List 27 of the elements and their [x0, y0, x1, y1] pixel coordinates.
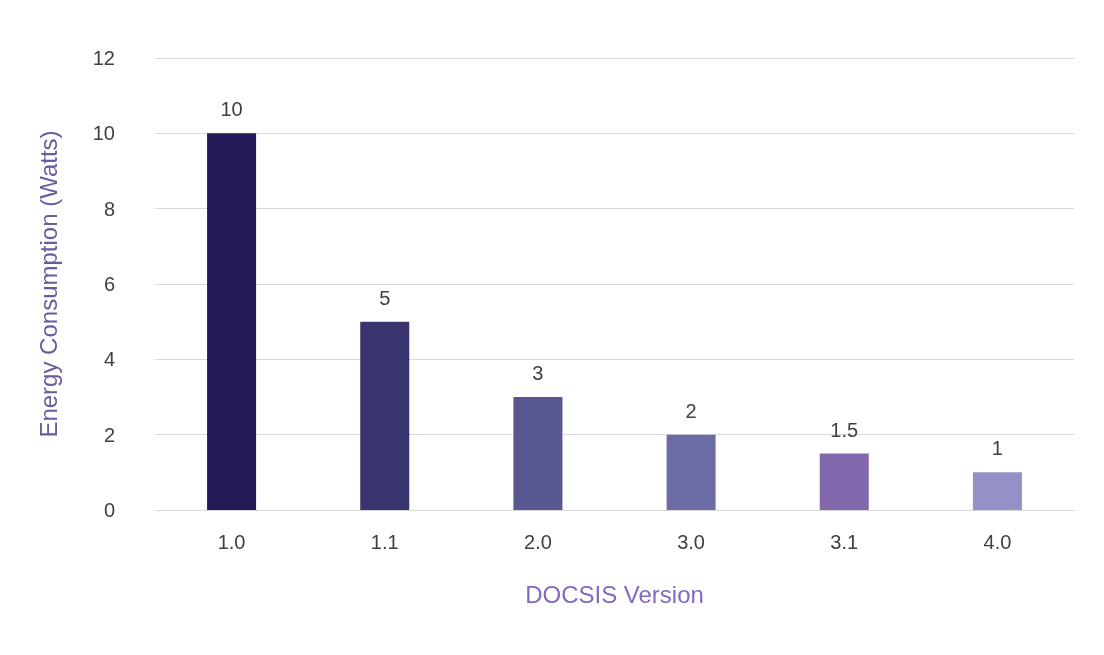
bar [819, 453, 869, 510]
bar [666, 434, 716, 510]
bar [972, 472, 1022, 510]
x-axis-title: DOCSIS Version [525, 580, 704, 608]
y-tick-label: 2 [103, 423, 115, 446]
y-tick-label: 8 [103, 197, 115, 220]
data-label: 1 [991, 437, 1003, 460]
x-tick-label: 3.0 [677, 531, 705, 553]
y-tick-label: 12 [92, 47, 115, 69]
y-tick-label: 4 [103, 348, 115, 371]
x-tick-label: 1.0 [217, 531, 246, 553]
data-label: 10 [220, 98, 243, 121]
y-tick-label: 0 [103, 499, 115, 521]
x-tick-label: 4.0 [983, 531, 1012, 553]
x-tick-label: 2.0 [524, 531, 552, 553]
bar [207, 133, 257, 510]
bar [360, 321, 410, 510]
data-label: 2 [685, 399, 697, 422]
data-label: 1.5 [830, 418, 859, 441]
x-tick-label: 1.1 [370, 531, 399, 553]
y-axis-title: Energy Consumption (Watts) [34, 130, 62, 438]
x-tick-label: 3.1 [830, 531, 859, 553]
y-tick-label: 10 [92, 122, 115, 145]
data-label: 5 [379, 286, 391, 309]
bar [513, 397, 563, 510]
y-tick-label: 6 [103, 273, 115, 295]
data-label: 3 [532, 362, 544, 384]
